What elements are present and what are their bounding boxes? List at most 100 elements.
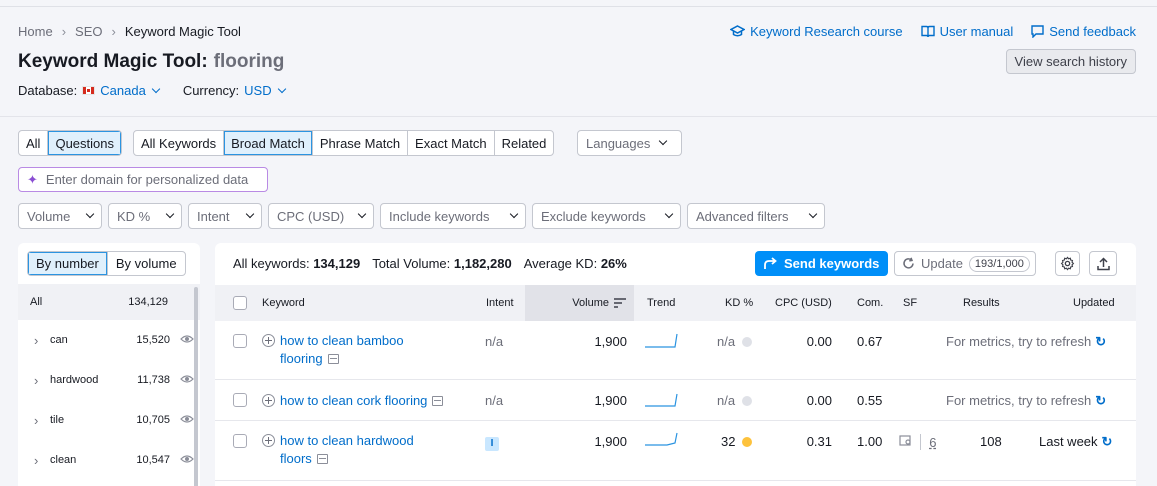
kd-filter-dropdown[interactable]: KD % bbox=[108, 203, 182, 229]
group-item[interactable]: › can 15,520 bbox=[18, 320, 194, 360]
chevron-right-icon: › bbox=[111, 24, 116, 39]
average-kd-value: 26% bbox=[600, 256, 627, 271]
advanced-filters-dropdown[interactable]: Advanced filters bbox=[687, 203, 825, 229]
table-row: how to clean bamboo flooring n/a 1,900 n… bbox=[215, 321, 1136, 380]
currency-select[interactable]: USD bbox=[244, 83, 286, 98]
group-item[interactable]: › clean 10,547 bbox=[18, 440, 194, 480]
row-checkbox[interactable] bbox=[233, 434, 247, 448]
chevron-right-icon: › bbox=[34, 332, 39, 348]
include-keywords-dropdown[interactable]: Include keywords bbox=[380, 203, 526, 229]
user-manual-link[interactable]: User manual bbox=[920, 24, 1013, 39]
related-button[interactable]: Related bbox=[501, 135, 547, 151]
phrase-match-button[interactable]: Phrase Match bbox=[313, 131, 409, 155]
question-filter-toggle: All Questions bbox=[18, 130, 122, 156]
by-number-button[interactable]: By number bbox=[28, 252, 108, 275]
trend-sparkline[interactable] bbox=[645, 333, 679, 352]
groups-scrollbar[interactable] bbox=[194, 287, 198, 486]
group-item[interactable]: › tile 10,705 bbox=[18, 400, 194, 440]
keyword-research-course-link[interactable]: Keyword Research course bbox=[730, 24, 903, 39]
broad-match-button[interactable]: Broad Match bbox=[224, 131, 313, 155]
by-volume-button[interactable]: By volume bbox=[115, 256, 177, 271]
volume-filter-label: Volume bbox=[27, 208, 71, 224]
intent-filter-dropdown[interactable]: Intent bbox=[188, 203, 262, 229]
advanced-filters-label: Advanced filters bbox=[696, 208, 789, 224]
add-to-list-icon[interactable] bbox=[262, 394, 275, 407]
keyword-link[interactable]: how to clean hardwood bbox=[280, 433, 414, 448]
group-name: can bbox=[50, 334, 68, 346]
keyword-link[interactable]: how to clean cork flooring bbox=[280, 393, 428, 408]
filter-questions-button[interactable]: Questions bbox=[48, 131, 121, 155]
cpc-filter-label: CPC (USD) bbox=[277, 208, 345, 224]
export-button[interactable] bbox=[1089, 251, 1117, 276]
serp-snapshot-icon[interactable] bbox=[316, 454, 328, 464]
personalized-domain-input[interactable]: ✦ Enter domain for personalized data bbox=[18, 167, 268, 192]
chevron-right-icon: › bbox=[34, 452, 39, 468]
group-all-row[interactable]: All 134,129 bbox=[18, 284, 200, 320]
volume-filter-dropdown[interactable]: Volume bbox=[18, 203, 102, 229]
intent-cell: I bbox=[485, 434, 499, 451]
col-trend[interactable]: Trend bbox=[647, 297, 676, 309]
filter-all-button[interactable]: All bbox=[19, 131, 49, 155]
languages-dropdown[interactable]: Languages bbox=[577, 130, 682, 156]
col-serp-features[interactable]: SF bbox=[903, 297, 918, 309]
chevron-down-icon bbox=[509, 209, 519, 219]
intent-informational-badge[interactable]: I bbox=[485, 437, 499, 451]
breadcrumb-seo[interactable]: SEO bbox=[75, 24, 103, 39]
col-updated[interactable]: Updated bbox=[1073, 297, 1115, 309]
col-results[interactable]: Results bbox=[963, 297, 1000, 309]
keyword-link-continued[interactable]: floors bbox=[280, 451, 312, 466]
serp-features-count[interactable]: 6 bbox=[929, 435, 937, 450]
include-keywords-label: Include keywords bbox=[389, 208, 490, 224]
image-search-icon[interactable] bbox=[899, 435, 913, 447]
exact-match-button[interactable]: Exact Match bbox=[408, 131, 495, 155]
view-search-history-button[interactable]: View search history bbox=[1005, 49, 1136, 74]
serp-snapshot-icon[interactable] bbox=[327, 354, 339, 364]
col-cpc[interactable]: CPC (USD) bbox=[775, 297, 832, 309]
updated-value: Last week bbox=[1039, 434, 1098, 449]
kd-value: 32 bbox=[721, 434, 736, 449]
update-button[interactable]: Update 193/1,000 bbox=[894, 251, 1036, 276]
refresh-icon[interactable]: ↻ bbox=[1095, 334, 1107, 349]
send-feedback-link[interactable]: Send feedback bbox=[1031, 24, 1136, 39]
page-title: Keyword Magic Tool: flooring bbox=[18, 51, 284, 73]
eye-icon[interactable] bbox=[170, 454, 194, 467]
updated-cell: Last week ↻ bbox=[1039, 434, 1112, 450]
eye-icon[interactable] bbox=[170, 374, 194, 387]
col-intent[interactable]: Intent bbox=[486, 297, 514, 309]
all-keywords-button[interactable]: All Keywords bbox=[134, 131, 225, 155]
trend-sparkline[interactable] bbox=[645, 430, 679, 451]
col-volume[interactable]: Volume bbox=[525, 285, 634, 321]
cpc-filter-dropdown[interactable]: CPC (USD) bbox=[268, 203, 374, 229]
settings-button[interactable] bbox=[1055, 251, 1080, 276]
cpc-cell: 0.00 bbox=[806, 393, 832, 408]
serp-snapshot-icon[interactable] bbox=[432, 396, 444, 406]
col-competition[interactable]: Com. bbox=[857, 297, 884, 309]
select-all-checkbox[interactable] bbox=[233, 285, 247, 321]
add-to-list-icon[interactable] bbox=[262, 334, 275, 347]
eye-icon[interactable] bbox=[170, 414, 194, 427]
cpc-cell: 0.31 bbox=[806, 434, 832, 449]
all-keywords-count: 134,129 bbox=[313, 256, 361, 271]
chevron-right-icon: › bbox=[61, 24, 67, 39]
speech-bubble-icon bbox=[1031, 25, 1044, 38]
keyword-link-continued[interactable]: flooring bbox=[280, 351, 323, 366]
row-checkbox[interactable] bbox=[233, 334, 247, 348]
row-checkbox[interactable] bbox=[233, 393, 247, 407]
results-summary: All keywords: 134,129 Total Volume: 1,18… bbox=[233, 256, 627, 271]
refresh-icon[interactable]: ↻ bbox=[1095, 393, 1107, 408]
kd-indicator-dot bbox=[742, 396, 753, 406]
col-keyword[interactable]: Keyword bbox=[262, 297, 305, 309]
add-to-list-icon[interactable] bbox=[262, 434, 275, 447]
database-select[interactable]: Canada bbox=[82, 83, 161, 98]
eye-icon[interactable] bbox=[170, 334, 194, 347]
group-item[interactable]: › hardwood 11,738 bbox=[18, 360, 194, 400]
keyword-link[interactable]: how to clean bamboo bbox=[280, 333, 404, 348]
refresh-icon[interactable]: ↻ bbox=[1101, 434, 1113, 449]
send-keywords-button[interactable]: Send keywords bbox=[755, 251, 889, 276]
top-links: Keyword Research course User manual Send… bbox=[730, 24, 1136, 39]
send-keywords-label: Send keywords bbox=[784, 256, 880, 271]
exclude-keywords-dropdown[interactable]: Exclude keywords bbox=[532, 203, 681, 229]
col-kd[interactable]: KD % bbox=[725, 297, 754, 309]
trend-sparkline[interactable] bbox=[645, 392, 679, 411]
breadcrumb-home[interactable]: Home bbox=[18, 24, 53, 39]
